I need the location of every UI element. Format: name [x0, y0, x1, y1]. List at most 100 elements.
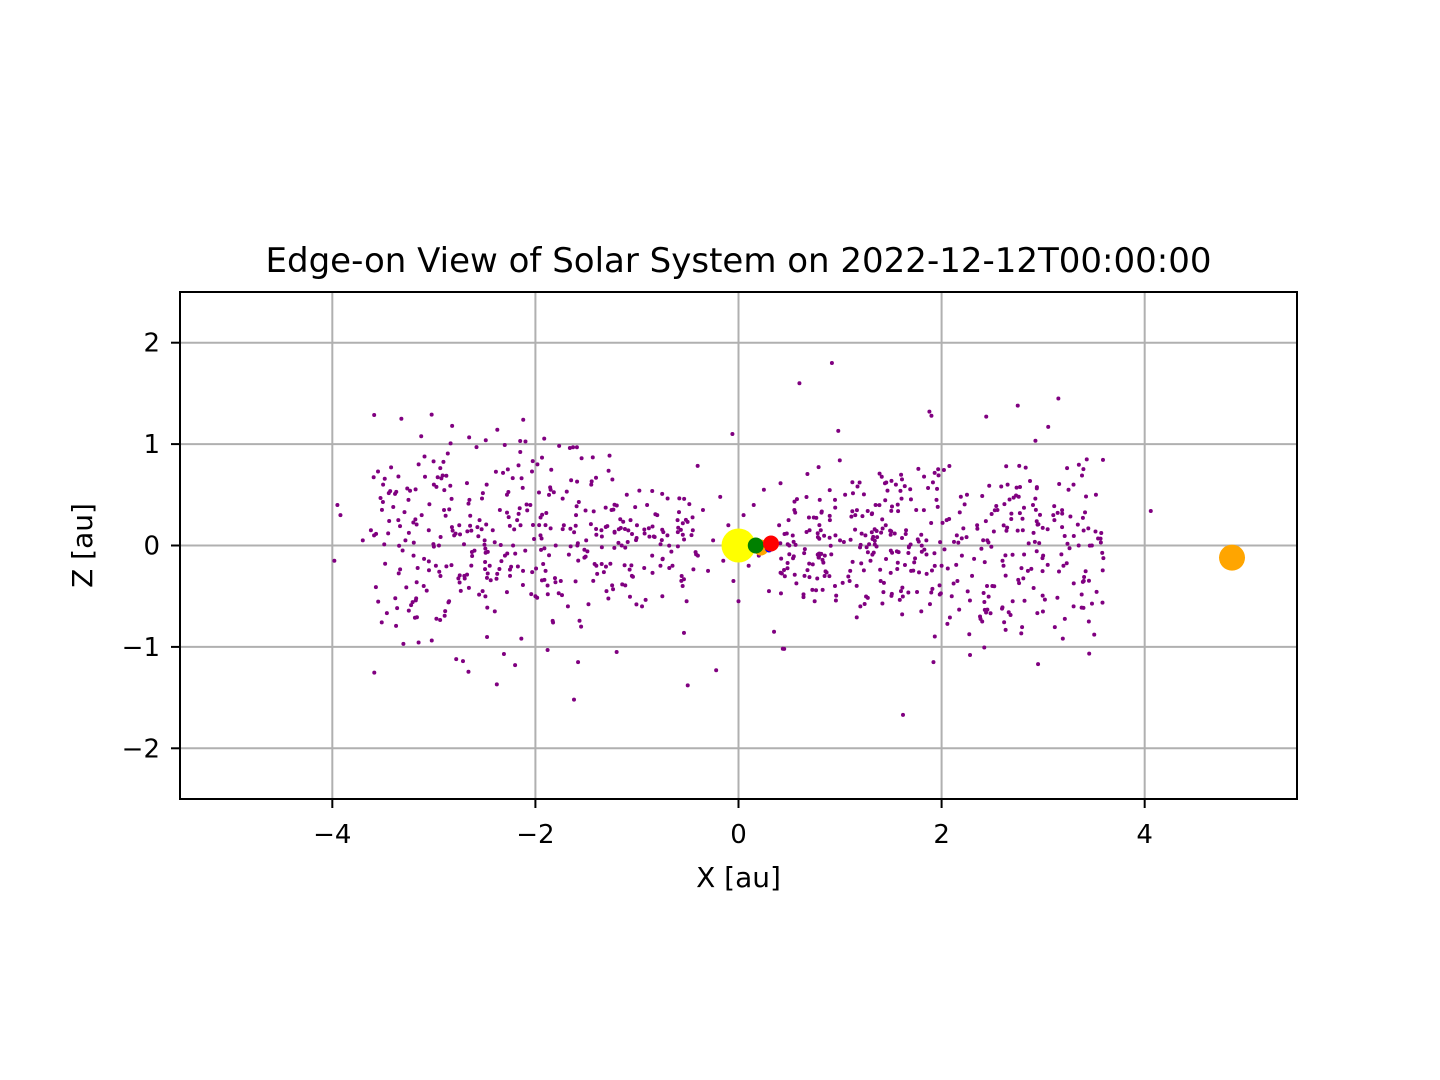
asteroid-point — [376, 599, 381, 604]
asteroid-point — [665, 496, 670, 501]
asteroid-point — [1019, 631, 1024, 636]
asteroid-point — [853, 527, 858, 532]
asteroid-point — [438, 466, 443, 471]
y-tick-label: 0 — [143, 532, 160, 562]
asteroid-point — [372, 413, 377, 418]
asteroid-point — [411, 553, 416, 558]
asteroid-point — [1021, 505, 1026, 510]
asteroid-point — [561, 523, 566, 528]
asteroid-point — [470, 553, 475, 558]
asteroid-point — [854, 615, 859, 620]
asteroid-point — [493, 469, 498, 474]
asteroid-point — [858, 545, 863, 550]
asteroid-point — [807, 528, 812, 533]
asteroid-point — [518, 523, 523, 528]
asteroid-point — [847, 578, 852, 583]
asteroid-point — [640, 604, 645, 609]
asteroid-point — [438, 574, 443, 579]
asteroid-point — [431, 542, 436, 547]
asteroid-point — [1000, 605, 1005, 610]
asteroid-point — [433, 563, 438, 568]
asteroid-point — [838, 538, 843, 543]
asteroid-point — [680, 521, 685, 526]
asteroid-point — [534, 566, 539, 571]
asteroid-point — [542, 436, 547, 441]
asteroid-point — [1045, 527, 1050, 532]
asteroid-point — [449, 525, 454, 530]
asteroid-point — [819, 509, 824, 514]
asteroid-point — [684, 599, 689, 604]
asteroid-point — [1004, 528, 1009, 533]
asteroid-point — [829, 552, 834, 557]
asteroid-point — [687, 502, 692, 507]
asteroid-point — [450, 528, 455, 533]
asteroid-point — [1100, 600, 1105, 605]
asteroid-point — [1071, 581, 1076, 586]
asteroid-point — [900, 585, 905, 590]
asteroid-point — [874, 529, 879, 534]
asteroid-point — [683, 517, 688, 522]
asteroid-point — [746, 563, 751, 568]
asteroid-point — [382, 476, 387, 481]
asteroid-point — [422, 474, 427, 479]
asteroid-point — [1081, 467, 1086, 472]
asteroid-point — [889, 591, 894, 596]
asteroid-point — [823, 569, 828, 574]
asteroid-point — [861, 568, 866, 573]
asteroid-point — [941, 468, 946, 473]
asteroid-point — [991, 529, 996, 534]
x-axis-label: X [au] — [696, 861, 781, 894]
asteroid-point — [916, 539, 921, 544]
asteroid-point — [335, 502, 340, 507]
asteroid-point — [945, 566, 950, 571]
asteroid-point — [1098, 536, 1103, 541]
asteroid-point — [397, 543, 402, 548]
asteroid-point — [992, 508, 997, 513]
asteroid-point — [980, 493, 985, 498]
asteroid-point — [610, 583, 615, 588]
asteroid-point — [424, 588, 429, 593]
asteroid-point — [985, 584, 990, 589]
asteroid-point — [614, 649, 619, 654]
asteroid-point — [479, 527, 484, 532]
asteroid-point — [618, 517, 623, 522]
asteroid-point — [890, 550, 895, 555]
asteroid-point — [505, 510, 510, 515]
asteroid-point — [817, 497, 822, 502]
asteroid-point — [972, 556, 977, 561]
planet-points — [721, 528, 1246, 571]
asteroid-point — [545, 583, 550, 588]
asteroid-point — [902, 484, 907, 489]
asteroid-point — [875, 535, 880, 540]
asteroid-point — [945, 621, 950, 626]
asteroid-point — [778, 481, 783, 486]
asteroid-point — [947, 615, 952, 620]
planet-point — [1219, 544, 1246, 571]
asteroid-point — [453, 531, 458, 536]
asteroid-point — [576, 558, 581, 563]
asteroid-point — [579, 624, 584, 629]
asteroid-point — [444, 473, 449, 478]
asteroid-point — [785, 542, 790, 547]
asteroid-point — [693, 550, 698, 555]
asteroid-point — [883, 523, 888, 528]
asteroid-point — [480, 589, 485, 594]
asteroid-point — [932, 470, 937, 475]
asteroid-point — [467, 497, 472, 502]
asteroid-point — [982, 645, 987, 650]
x-tick-label: −4 — [313, 820, 351, 850]
asteroid-point — [642, 527, 647, 532]
asteroid-point — [986, 540, 991, 545]
asteroid-point — [379, 507, 384, 512]
asteroid-point — [530, 570, 535, 575]
asteroid-point — [932, 551, 937, 556]
asteroid-point — [850, 480, 855, 485]
asteroid-point — [520, 485, 525, 490]
asteroid-point — [929, 568, 934, 573]
asteroid-point — [406, 530, 411, 535]
asteroid-point — [525, 508, 530, 513]
asteroid-point — [675, 530, 680, 535]
asteroid-point — [1055, 595, 1060, 600]
asteroid-point — [529, 469, 534, 474]
